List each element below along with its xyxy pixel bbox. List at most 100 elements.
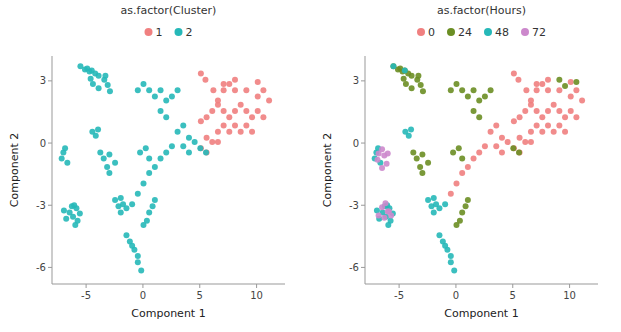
scatter-point	[152, 164, 158, 170]
scatter-point	[476, 149, 482, 155]
scatter-point	[573, 114, 579, 120]
scatter-point	[505, 139, 511, 145]
x-tick	[256, 284, 257, 288]
scatter-point	[465, 93, 471, 99]
scatter-point	[476, 98, 482, 104]
y-tick-label: -3	[36, 200, 46, 211]
legend-swatch	[447, 28, 455, 36]
scatter-point	[97, 149, 103, 155]
y-axis-line	[52, 56, 53, 284]
series	[59, 63, 209, 273]
scatter-point	[459, 87, 465, 93]
scatter-point	[198, 71, 204, 77]
scatter-point	[215, 139, 221, 145]
scatter-point	[539, 81, 545, 87]
x-tick	[569, 284, 570, 288]
scatter-point	[482, 93, 488, 99]
scatter-point	[376, 213, 382, 219]
x-tick-label: 5	[197, 290, 203, 301]
scatter-point	[96, 73, 102, 79]
scatter-point	[215, 129, 221, 135]
scatter-point	[379, 165, 385, 171]
x-tick	[399, 284, 400, 288]
scatter-point	[158, 108, 164, 114]
y-tick-label: 3	[353, 75, 359, 86]
y-tick	[48, 205, 52, 206]
scatter-point	[545, 77, 551, 83]
scatter-point	[551, 129, 557, 135]
x-tick	[142, 284, 143, 288]
chart-panel: -50510-6-303Component 1Component 2as.fac…	[321, 4, 598, 320]
scatter-point	[442, 243, 448, 249]
scatter-point	[152, 197, 158, 203]
scatter-point	[573, 79, 579, 85]
scatter-point	[488, 87, 494, 93]
scatter-point	[138, 268, 144, 274]
scatter-point	[232, 87, 238, 93]
scatter-point	[64, 160, 70, 166]
scatter-point	[385, 150, 391, 156]
scatter-point	[471, 156, 477, 162]
scatter-point	[88, 76, 94, 82]
scatter-point	[243, 108, 249, 114]
scatter-point	[158, 87, 164, 93]
legend-title: as.factor(Cluster)	[121, 4, 217, 17]
scatter-point	[568, 108, 574, 114]
x-tick	[86, 284, 87, 288]
legend-title: as.factor(Hours)	[437, 4, 526, 17]
x-axis-line	[52, 284, 285, 285]
legend-label: 2	[186, 26, 193, 39]
scatter-point	[118, 209, 124, 215]
scatter-point	[249, 129, 255, 135]
scatter-point	[384, 161, 390, 167]
scatter-point	[204, 135, 210, 141]
scatter-point	[545, 108, 551, 114]
scatter-point	[459, 209, 465, 215]
scatter-point	[562, 129, 568, 135]
scatter-point	[135, 259, 141, 265]
scatter-point	[516, 149, 522, 155]
page: {"chart_data": [ {"type": "scatter", "ti…	[0, 0, 621, 332]
scatter-point	[517, 149, 523, 155]
scatter-point	[476, 114, 482, 120]
chart-canvas: -50510-6-303Component 1Component 2as.fac…	[0, 0, 621, 332]
scatter-point	[418, 82, 424, 88]
scatter-point	[556, 122, 562, 128]
scatter-point	[146, 156, 152, 162]
y-axis-label: Component 2	[8, 133, 21, 207]
legend-item: 1	[145, 26, 163, 39]
y-tick-label: 0	[40, 138, 46, 149]
scatter-point	[232, 108, 238, 114]
y-tick-label: -3	[349, 200, 359, 211]
legend-swatch	[484, 28, 492, 36]
scatter-point	[249, 114, 255, 120]
x-tick	[455, 284, 456, 288]
scatter-point	[175, 129, 181, 135]
scatter-point	[169, 93, 175, 99]
scatter-point	[528, 129, 534, 135]
scatter-point	[135, 191, 141, 197]
y-tick	[48, 80, 52, 81]
scatter-point	[528, 98, 534, 104]
x-tick-label: -5	[394, 290, 404, 301]
scatter-point	[95, 127, 101, 133]
legend-label: 24	[458, 26, 472, 39]
scatter-point	[448, 87, 454, 93]
scatter-point	[135, 87, 141, 93]
scatter-point	[534, 108, 540, 114]
chart-panel: -50510-6-303Component 1Component 2as.fac…	[8, 4, 285, 320]
legend-item: 24	[447, 26, 472, 39]
scatter-point	[482, 143, 488, 149]
scatter-point	[192, 139, 198, 145]
scatter-point	[511, 145, 517, 151]
scatter-point	[203, 149, 209, 155]
scatter-point	[417, 164, 423, 170]
scatter-point	[101, 156, 107, 162]
scatter-point	[528, 139, 534, 145]
scatter-point	[409, 73, 415, 79]
scatter-point	[180, 143, 186, 149]
scatter-point	[129, 201, 135, 207]
scatter-point	[402, 68, 408, 74]
scatter-point	[255, 79, 261, 85]
scatter-point	[96, 85, 102, 91]
